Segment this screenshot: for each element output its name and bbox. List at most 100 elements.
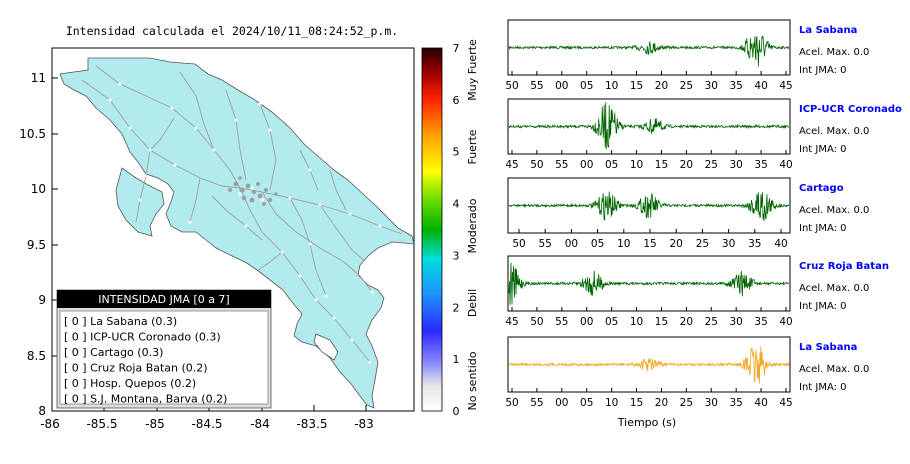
- legend-item: [ 0 ] Hosp. Quepos (0.2): [64, 377, 196, 390]
- colorbar-tick-label: 7: [453, 42, 460, 55]
- colorbar-category-label: Muy Fuerte: [466, 39, 479, 101]
- trace-x-tick-label: 45: [779, 397, 792, 409]
- trace-x-tick-label: 20: [680, 316, 693, 328]
- int-jma: Int JMA: 0: [799, 382, 847, 393]
- trace-x-tick-label: 50: [505, 397, 518, 409]
- trace-x-tick-label: 40: [754, 397, 767, 409]
- trace-x-tick-label: 45: [505, 159, 518, 171]
- trace-x-tick-label: 25: [680, 397, 693, 409]
- seismogram-panel: 45 50 55 00 05 10 15 20 25 30 35 40 ICP-UCR Coronado…: [505, 98, 902, 171]
- seismogram-trace: [508, 102, 790, 150]
- trace-x-tick-label: 20: [655, 80, 668, 92]
- trace-x-tick-label: 35: [729, 397, 742, 409]
- colorbar-tick-label: 5: [453, 146, 460, 159]
- colorbar-tick-label: 1: [453, 353, 460, 366]
- colorbar-tick-label: 2: [453, 301, 460, 314]
- trace-x-tick-label: 05: [580, 80, 593, 92]
- legend-items: [ 0 ] La Sabana (0.3) [ 0 ] ICP-UCR Coron…: [64, 315, 227, 406]
- int-jma: Int JMA: 0: [799, 223, 847, 234]
- colorbar-category-label: No sentido: [466, 351, 479, 410]
- seismogram-panel: 50 55 00 05 10 15 20 25 30 35 40 45 La Sabana Acel. M…: [505, 19, 869, 92]
- trace-x-tick-label: 40: [779, 159, 792, 171]
- station-name: La Sabana: [799, 342, 857, 353]
- trace-x-tick-label: 35: [748, 238, 761, 250]
- trace-x-tick-label: 35: [754, 159, 767, 171]
- legend-item: [ 0 ] La Sabana (0.3): [64, 315, 177, 328]
- legend-item: [ 0 ] Cartago (0.3): [64, 346, 163, 359]
- seismogram-trace: [508, 262, 789, 305]
- map-y-tick-label: 9.5: [27, 238, 46, 252]
- seismogram-trace: [508, 191, 790, 222]
- trace-x-tick-label: 50: [530, 316, 543, 328]
- acel-max: Acel. Max. 0.0: [799, 364, 869, 375]
- trace-x-tick-label: 25: [705, 316, 718, 328]
- map-y-tick-label: 8.5: [27, 349, 46, 363]
- map-y-tick-label: 10: [31, 182, 46, 196]
- trace-x-tick-label: 00: [580, 316, 593, 328]
- map-y-axis: 11 10.5 10 9.5 9 8.5 8: [19, 71, 58, 418]
- map-title: Intensidad calculada el 2024/10/11_08:24…: [66, 24, 398, 38]
- map-x-tick-label: -83.5: [296, 417, 327, 431]
- map-y-tick-label: 8: [38, 404, 46, 418]
- legend-title: INTENSIDAD JMA [0 a 7]: [98, 293, 229, 306]
- trace-x-tick-label: 25: [696, 238, 709, 250]
- colorbar-tick-label: 6: [453, 94, 460, 107]
- colorbar-category-label: Fuerte: [466, 129, 479, 164]
- legend-item: [ 0 ] Cruz Roja Batan (0.2): [64, 362, 208, 375]
- trace-x-tick-label: 55: [555, 316, 568, 328]
- trace-x-tick-label: 55: [530, 397, 543, 409]
- colorbar-category-label: Moderado: [466, 198, 479, 253]
- seismogram-panels: 50 55 00 05 10 15 20 25 30 35 40 45 La Sabana Acel. M…: [505, 19, 902, 409]
- trace-x-tick-label: 00: [580, 159, 593, 171]
- trace-x-tick-label: 00: [555, 397, 568, 409]
- map-x-tick-label: -85.5: [86, 417, 117, 431]
- legend-list-box: [59, 310, 269, 405]
- seismogram-trace: [508, 36, 790, 67]
- trace-x-tick-label: 30: [722, 238, 735, 250]
- station-markers: [108, 82, 382, 364]
- time-axis-label: Tiempo (s): [617, 416, 676, 429]
- seismogram-panel: 50 55 00 05 10 15 20 25 30 35 40 Cartago Acel. Max. …: [507, 177, 869, 250]
- station-name: La Sabana: [799, 25, 857, 36]
- trace-x-tick-label: 50: [505, 80, 518, 92]
- trace-x-tick-label: 15: [630, 80, 643, 92]
- trace-x-tick-label: 30: [729, 159, 742, 171]
- int-jma: Int JMA: 0: [799, 65, 847, 76]
- trace-x-tick-label: 00: [565, 238, 578, 250]
- map-x-tick-label: -84.5: [191, 417, 222, 431]
- map-x-axis: -86 -85.5 -85 -84.5 -84 -83.5 -83: [40, 405, 374, 431]
- int-jma: Int JMA: 0: [799, 301, 847, 312]
- map-y-tick-label: 10.5: [19, 127, 46, 141]
- road-network: [81, 65, 403, 363]
- trace-x-tick-label: 20: [655, 397, 668, 409]
- costa-rica-landmass: [59, 57, 414, 409]
- trace-x-tick-label: 55: [555, 159, 568, 171]
- trace-x-tick-label: 40: [779, 316, 792, 328]
- trace-x-tick-label: 40: [754, 80, 767, 92]
- acel-max: Acel. Max. 0.0: [799, 205, 869, 216]
- legend-item: [ 0 ] S.J. Montana, Barva (0.2): [64, 393, 227, 406]
- trace-x-tick-label: 55: [530, 80, 543, 92]
- station-name: Cartago: [799, 183, 844, 194]
- map-x-tick-label: -83: [354, 417, 374, 431]
- trace-x-tick-label: 30: [705, 397, 718, 409]
- map-x-tick-label: -84: [250, 417, 270, 431]
- trace-x-tick-label: 35: [754, 316, 767, 328]
- colorbar-tick-label: 4: [453, 198, 460, 211]
- map-x-tick-label: -86: [40, 417, 60, 431]
- acel-max: Acel. Max. 0.0: [799, 283, 869, 294]
- trace-x-tick-label: 45: [505, 316, 518, 328]
- acel-max: Acel. Max. 0.0: [799, 47, 869, 58]
- trace-x-tick-label: 35: [729, 80, 742, 92]
- central-valley-cluster: [228, 176, 278, 206]
- acel-max: Acel. Max. 0.0: [799, 126, 869, 137]
- seismogram-panel: 45 50 55 00 05 10 15 20 25 30 35 40 Cruz Roja Batan A…: [505, 255, 889, 328]
- trace-x-tick-label: 25: [680, 80, 693, 92]
- trace-x-tick-label: 05: [591, 238, 604, 250]
- trace-x-tick-label: 10: [605, 80, 618, 92]
- trace-x-tick-label: 20: [680, 159, 693, 171]
- trace-x-tick-label: 45: [779, 80, 792, 92]
- intensity-colorbar: 0 1 2 3 4 5 6 7 No sentido Debil Moderado Fuerte Mu…: [421, 39, 479, 418]
